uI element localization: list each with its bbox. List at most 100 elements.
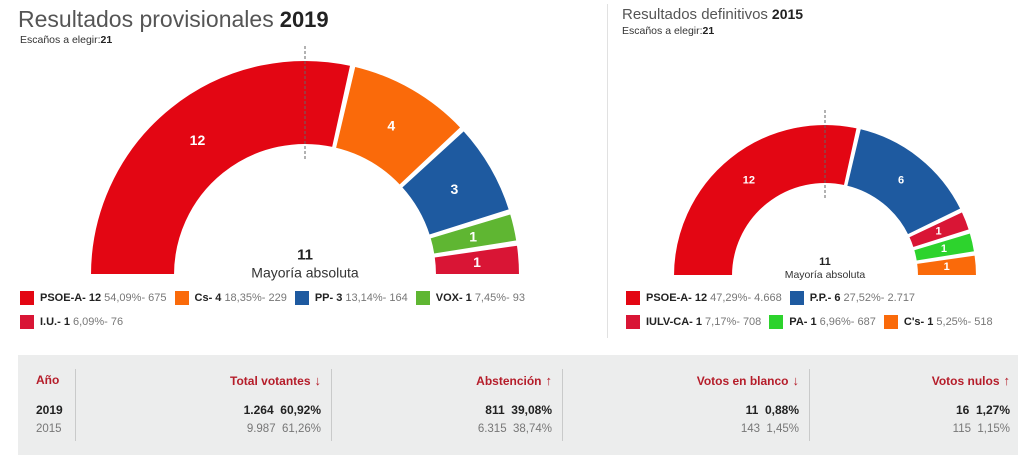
column-separator [562,369,563,441]
legend-row: PSOE-A- 12 47,29%- 4.668 P.P.- 6 27,52%- … [626,290,1001,306]
column-separator [75,369,76,441]
legend-swatch [626,291,640,305]
hemicycle-2019-segment-vox[interactable] [428,211,519,256]
legend-party-name: PA- 1 [789,316,817,328]
hemicycle-2019-seat-label-pp: 3 [450,181,458,197]
hemicycle-2019-seat-label-i-u: 1 [473,254,481,270]
row-2019-total: 1.264 60,92% [243,403,321,417]
hemicycle-2015-seat-label-p-p: 6 [898,175,904,187]
hemicycle-2015-seat-label-c-s: 1 [944,261,950,273]
row-2019-null: 16 1,27% [955,403,1010,417]
legend-item-pa[interactable]: PA- 1 6,96%- 687 [769,315,876,329]
legend-party-stats: 6,09%- 76 [72,316,124,328]
legend-party-name: PSOE-A- 12 [646,292,708,304]
legend-row: PSOE-A- 12 54,09%- 675 Cs- 4 18,35%- 229 P… [20,290,533,306]
legend-swatch [626,315,640,329]
seats-to-elect-2015: Escaños a elegir:21 [622,25,715,37]
header-abstention[interactable]: Abstención ↑ [476,373,552,388]
hemicycle-2019-segment-cs[interactable] [333,64,463,188]
header-year: Año [36,373,60,387]
hemicycle-2015-segment-psoe-a[interactable] [671,123,859,277]
header-null-votes[interactable]: Votos nulos ↑ [931,373,1011,388]
hemicycle-2015-majority-number: 11 [819,256,831,268]
hemicycle-2015-majority-label: Mayoría absoluta [785,269,866,281]
legend-swatch [20,315,34,329]
row-2019-blank: 11 0,88% [745,403,799,417]
legend-swatch [789,291,804,305]
legend-item-i-u[interactable]: I.U.- 1 6,09%- 76 [20,315,123,329]
row-2015-null: 115 1,15% [952,423,1010,435]
chart-title-2015: Resultados definitivos 2015 [622,6,804,23]
hemicycle-2019-majority-number: 11 [297,246,313,263]
legend-party-name: Cs- 4 [194,292,222,304]
arrow-down-icon: ↓ [314,373,322,388]
legend-party-name: I.U.- 1 [40,316,70,328]
turnout-stats-table: Año Total votantes ↓ Abstención ↑ Votos en… [18,355,1018,455]
arrow-up-icon: ↑ [1003,373,1011,388]
legend-party-stats: 18,35%- 229 [224,292,287,304]
hemicycle-2015-segment-iulv-ca[interactable] [906,209,972,250]
hemicycle-2019-seat-label-psoe-a: 12 [190,132,206,148]
seats-to-elect-2019: Escaños a elegir:21 [20,34,113,46]
row-2015-year: 2015 [36,423,62,435]
row-2019-year: 2019 [36,403,63,417]
legend-party-name: IULV-CA- 1 [646,316,703,328]
legend-swatch [415,291,430,305]
legend-row: I.U.- 1 6,09%- 76 [20,314,533,330]
legend-party-name: C's- 1 [903,316,934,328]
hemicycle-2019-seat-label-vox: 1 [469,229,477,245]
legend-item-psoe-a[interactable]: PSOE-A- 12 47,29%- 4.668 [626,291,782,305]
legend-item-pp[interactable]: PP- 3 13,14%- 164 [294,291,408,305]
legend-item-p-p[interactable]: P.P.- 6 27,52%- 2.717 [789,291,916,305]
legend-2015: PSOE-A- 12 47,29%- 4.668 P.P.- 6 27,52%- … [626,290,1001,338]
row-2019-abstention: 811 39,08% [485,403,552,417]
hemicycle-2019-majority-label: Mayoría absoluta [251,264,359,280]
legend-party-name: VOX- 1 [435,292,472,304]
legend-party-stats: 47,29%- 4.668 [710,292,782,304]
legend-item-psoe-a[interactable]: PSOE-A- 12 54,09%- 675 [20,291,167,305]
legend-swatch [174,291,189,305]
hemicycle-2015-seat-label-psoe-a: 12 [743,175,755,187]
chart-title-2019: Resultados provisionales 2019 [18,6,329,32]
legend-party-stats: 27,52%- 2.717 [843,292,916,304]
legend-party-name: P.P.- 6 [809,292,841,304]
legend-swatch [883,315,898,329]
hemicycle-2015-segment-pa[interactable] [911,231,977,263]
hemicycle-2019-segment-i-u[interactable] [432,243,522,276]
hemicycle-2019-segment-pp[interactable] [399,128,512,237]
legend-swatch [294,291,309,305]
arrow-up-icon: ↑ [545,373,553,388]
legend-party-stats: 5,25%- 518 [936,316,993,328]
legend-party-stats: 54,09%- 675 [104,292,167,304]
legend-2019: PSOE-A- 12 54,09%- 675 Cs- 4 18,35%- 229 P… [20,290,533,338]
header-blank-votes[interactable]: Votos en blanco ↓ [696,373,800,388]
legend-item-iulv-ca[interactable]: IULV-CA- 1 7,17%- 708 [626,315,761,329]
arrow-down-icon: ↓ [792,373,800,388]
chart-year-2019: 2019 [279,7,329,32]
hemicycle-2015-segment-c-s[interactable] [914,253,979,277]
header-total-voters[interactable]: Total votantes ↓ [230,373,321,388]
hemicycle-2015-seat-label-pa: 1 [941,243,947,255]
legend-party-stats: 7,45%- 93 [474,292,525,304]
row-2015-total: 9.987 61,26% [246,423,321,435]
hemicycle-2015-segment-p-p[interactable] [844,126,963,237]
hemicycle-2019-seat-label-cs: 4 [387,118,395,134]
legend-item-vox[interactable]: VOX- 1 7,45%- 93 [415,291,525,305]
chart-year-2015: 2015 [771,6,804,22]
column-separator [809,369,810,441]
panel-divider [607,4,608,338]
legend-item-cs[interactable]: Cs- 4 18,35%- 229 [174,291,287,305]
legend-party-stats: 13,14%- 164 [345,292,408,304]
legend-party-name: PP- 3 [314,292,343,304]
row-2015-blank: 143 1,45% [740,423,799,435]
legend-row: IULV-CA- 1 7,17%- 708 PA- 1 6,96%- 687 C's… [626,314,1001,330]
hemicycle-2019-segment-psoe-a[interactable] [88,59,353,276]
legend-party-name: PSOE-A- 12 [40,292,102,304]
legend-item-c-s[interactable]: C's- 1 5,25%- 518 [883,315,993,329]
legend-swatch [20,291,34,305]
legend-swatch [769,315,784,329]
legend-party-stats: 6,96%- 687 [819,316,876,328]
row-2015-abstention: 6.315 38,74% [477,423,552,435]
